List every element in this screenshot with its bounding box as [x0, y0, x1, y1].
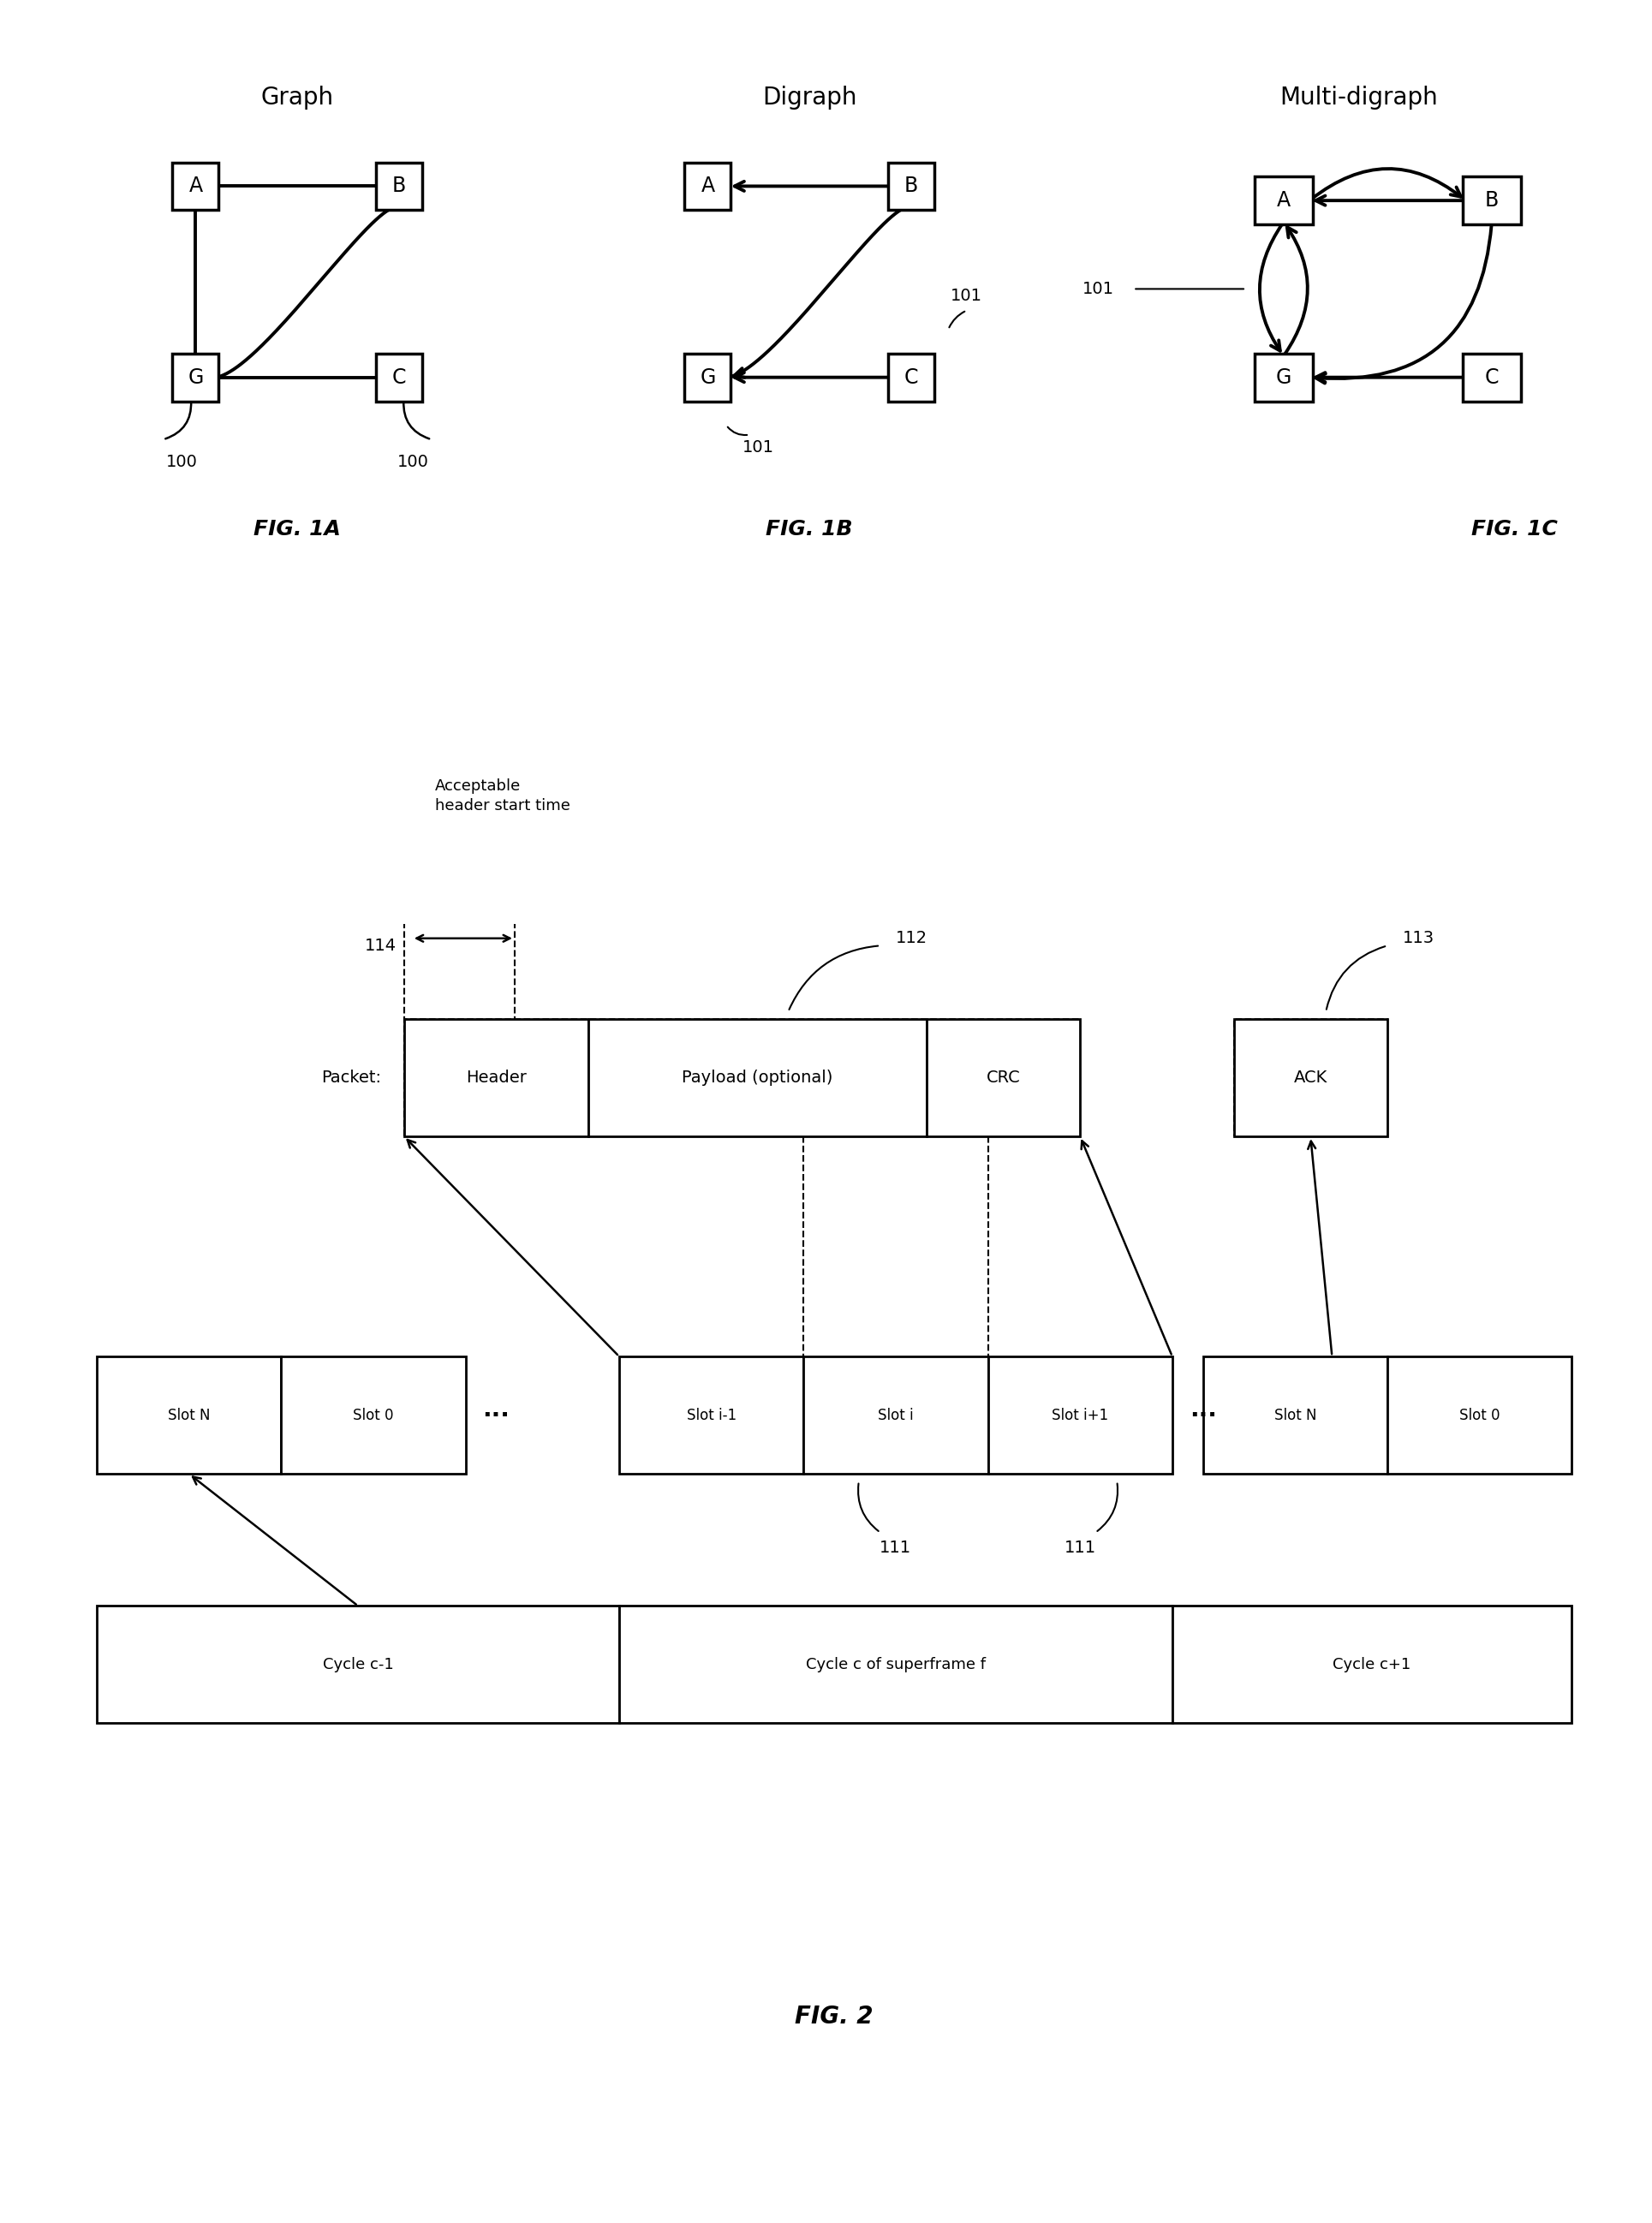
Text: B: B — [392, 176, 406, 196]
FancyBboxPatch shape — [889, 162, 935, 211]
Text: C: C — [904, 367, 919, 387]
FancyBboxPatch shape — [620, 1356, 803, 1474]
Text: Graph: Graph — [261, 87, 334, 109]
Text: Slot i-1: Slot i-1 — [687, 1407, 737, 1423]
Text: Slot 0: Slot 0 — [1459, 1407, 1500, 1423]
FancyBboxPatch shape — [1464, 176, 1520, 225]
FancyBboxPatch shape — [172, 353, 218, 400]
Text: C: C — [1485, 367, 1498, 387]
Text: Packet:: Packet: — [320, 1069, 382, 1085]
Text: FIG. 1C: FIG. 1C — [1472, 520, 1558, 540]
FancyBboxPatch shape — [377, 162, 423, 211]
FancyBboxPatch shape — [97, 1356, 281, 1474]
Text: A: A — [188, 176, 203, 196]
FancyBboxPatch shape — [97, 1605, 620, 1723]
Text: Cycle c of superframe f: Cycle c of superframe f — [806, 1656, 986, 1672]
FancyBboxPatch shape — [588, 1018, 927, 1136]
Text: C: C — [392, 367, 406, 387]
Text: 101: 101 — [952, 289, 983, 305]
Text: Acceptable
header start time: Acceptable header start time — [434, 778, 570, 814]
FancyBboxPatch shape — [1203, 1356, 1388, 1474]
Text: Payload (optional): Payload (optional) — [682, 1069, 833, 1085]
Text: B: B — [904, 176, 919, 196]
Text: ···: ··· — [1189, 1403, 1216, 1427]
Text: 113: 113 — [1403, 929, 1434, 947]
FancyBboxPatch shape — [927, 1018, 1080, 1136]
FancyBboxPatch shape — [281, 1356, 466, 1474]
Text: 101: 101 — [743, 440, 775, 456]
Text: ···: ··· — [482, 1403, 510, 1427]
Text: 111: 111 — [881, 1541, 912, 1556]
Text: FIG. 1B: FIG. 1B — [767, 520, 852, 540]
FancyBboxPatch shape — [1234, 1018, 1388, 1136]
Text: G: G — [188, 367, 203, 387]
FancyBboxPatch shape — [405, 1018, 588, 1136]
FancyBboxPatch shape — [1256, 176, 1312, 225]
Text: B: B — [1485, 191, 1498, 211]
FancyBboxPatch shape — [1464, 353, 1520, 400]
Text: ACK: ACK — [1294, 1069, 1327, 1085]
Text: 111: 111 — [1064, 1541, 1095, 1556]
Text: G: G — [1275, 367, 1292, 387]
FancyBboxPatch shape — [803, 1356, 988, 1474]
Text: Cycle c+1: Cycle c+1 — [1333, 1656, 1411, 1672]
FancyBboxPatch shape — [1256, 353, 1312, 400]
Text: Header: Header — [466, 1069, 527, 1085]
Text: 112: 112 — [895, 929, 927, 947]
Text: Cycle c-1: Cycle c-1 — [322, 1656, 393, 1672]
Text: 101: 101 — [1082, 280, 1115, 298]
Text: Slot N: Slot N — [1274, 1407, 1317, 1423]
Text: 114: 114 — [365, 938, 396, 954]
FancyBboxPatch shape — [1388, 1356, 1571, 1474]
FancyBboxPatch shape — [988, 1356, 1173, 1474]
FancyBboxPatch shape — [1234, 1018, 1388, 1136]
FancyBboxPatch shape — [377, 353, 423, 400]
Text: A: A — [1277, 191, 1290, 211]
Text: Slot i: Slot i — [877, 1407, 914, 1423]
Text: FIG. 1A: FIG. 1A — [254, 520, 340, 540]
Text: Slot i+1: Slot i+1 — [1052, 1407, 1108, 1423]
FancyBboxPatch shape — [1173, 1605, 1571, 1723]
Text: CRC: CRC — [986, 1069, 1021, 1085]
FancyBboxPatch shape — [889, 353, 935, 400]
Text: G: G — [700, 367, 715, 387]
Text: Slot N: Slot N — [169, 1407, 210, 1423]
FancyBboxPatch shape — [172, 162, 218, 211]
Text: Slot 0: Slot 0 — [354, 1407, 393, 1423]
FancyBboxPatch shape — [684, 162, 730, 211]
Text: 100: 100 — [165, 453, 198, 469]
Text: 100: 100 — [396, 453, 430, 469]
Text: FIG. 2: FIG. 2 — [795, 2005, 874, 2030]
FancyBboxPatch shape — [620, 1605, 1173, 1723]
FancyBboxPatch shape — [405, 1018, 1080, 1136]
FancyBboxPatch shape — [684, 353, 730, 400]
Text: Digraph: Digraph — [762, 87, 857, 109]
Text: A: A — [700, 176, 715, 196]
Text: Multi-digraph: Multi-digraph — [1280, 87, 1437, 109]
